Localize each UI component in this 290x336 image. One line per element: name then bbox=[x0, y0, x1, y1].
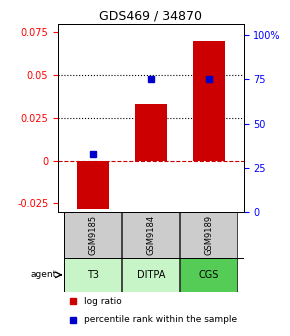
Text: GSM9185: GSM9185 bbox=[88, 215, 97, 255]
Text: percentile rank within the sample: percentile rank within the sample bbox=[84, 316, 237, 324]
Text: DITPA: DITPA bbox=[137, 270, 165, 280]
Text: GSM9184: GSM9184 bbox=[146, 215, 155, 255]
Text: GSM9189: GSM9189 bbox=[204, 215, 213, 255]
Bar bbox=[180, 258, 237, 292]
Bar bbox=[64, 258, 121, 292]
Bar bbox=[122, 212, 179, 258]
Bar bbox=[77, 161, 109, 209]
Bar bbox=[135, 104, 167, 161]
Text: log ratio: log ratio bbox=[84, 296, 122, 305]
Text: T3: T3 bbox=[87, 270, 99, 280]
Text: agent: agent bbox=[30, 270, 57, 279]
Text: CGS: CGS bbox=[199, 270, 219, 280]
Bar bbox=[64, 212, 121, 258]
Bar bbox=[180, 212, 237, 258]
Bar bbox=[193, 41, 225, 161]
Title: GDS469 / 34870: GDS469 / 34870 bbox=[99, 9, 202, 23]
Bar bbox=[122, 258, 179, 292]
